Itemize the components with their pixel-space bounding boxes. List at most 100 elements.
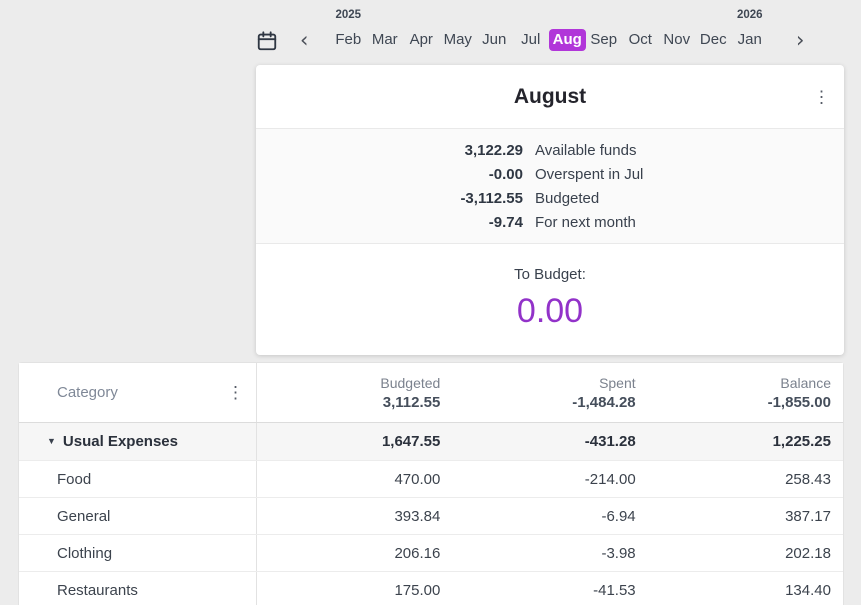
month-label: Dec	[699, 31, 727, 48]
summary-row: -3,112.55 Budgeted	[256, 186, 844, 210]
summary-amount: -0.00	[488, 165, 523, 183]
category-row-food[interactable]: Food 470.00 -214.00 258.43	[19, 461, 843, 498]
column-headers: Budgeted 3,112.55 Spent -1,484.28 Balanc…	[257, 363, 843, 422]
summary-amount: -3,112.55	[460, 189, 523, 207]
month-item-aug-selected[interactable]: Aug	[549, 29, 586, 51]
budget-table: Category ⋮ Budgeted 3,112.55 Spent -1,48…	[18, 362, 844, 605]
summary-amount: 3,122.29	[464, 141, 523, 159]
next-month-button[interactable]: ›	[790, 27, 810, 53]
to-budget-label: To Budget:	[514, 266, 586, 283]
month-item-may[interactable]: May	[440, 29, 477, 51]
summary-row: 3,122.29 Available funds	[256, 138, 844, 162]
summary-label: Available funds	[535, 141, 637, 159]
year-label-2026: 2026	[736, 9, 763, 21]
month-label: Jul	[521, 31, 541, 48]
month-item-apr[interactable]: Apr	[403, 29, 440, 51]
month-item-jul[interactable]: Jul	[513, 29, 550, 51]
column-label: Balance	[780, 374, 831, 391]
summary-row: -0.00 Overspent in Jul	[256, 162, 844, 186]
chevron-right-icon: ›	[796, 28, 805, 52]
summary-label: Budgeted	[535, 189, 600, 207]
kebab-icon: ⋮	[813, 87, 830, 106]
group-totals: 1,647.55 -431.28 1,225.25	[257, 423, 843, 460]
to-budget-value[interactable]: 0.00	[516, 292, 584, 330]
cell-spent[interactable]: -3.98	[601, 544, 636, 562]
category-menu-button[interactable]: ⋮	[221, 380, 250, 405]
category-name-cell[interactable]: Clothing	[19, 535, 257, 571]
funds-summary: 3,122.29 Available funds -0.00 Overspent…	[256, 128, 844, 244]
month-item-jun[interactable]: Jun	[476, 29, 513, 51]
calendar-icon	[256, 30, 280, 52]
month-label: May	[443, 31, 472, 48]
group-balance: 1,225.25	[772, 433, 831, 450]
to-budget-section: To Budget: 0.00	[256, 244, 844, 331]
category-name-cell[interactable]: Restaurants	[19, 572, 257, 605]
cell-budgeted[interactable]: 470.00	[394, 470, 441, 488]
category-row-clothing[interactable]: Clothing 206.16 -3.98 202.18	[19, 535, 843, 572]
cell-balance[interactable]: 387.17	[785, 507, 831, 525]
cell-budgeted[interactable]: 206.16	[394, 544, 441, 562]
summary-row: -9.74 For next month	[256, 210, 844, 234]
category-row-general[interactable]: General 393.84 -6.94 387.17	[19, 498, 843, 535]
column-total: -1,484.28	[572, 393, 636, 411]
month-label: Aug	[552, 31, 582, 48]
group-name: Usual Expenses	[62, 433, 178, 450]
column-label: Spent	[599, 374, 636, 391]
category-amounts: 393.84 -6.94 387.17	[257, 498, 843, 534]
summary-amount: -9.74	[488, 213, 523, 231]
column-header-spent: Spent -1,484.28	[452, 363, 647, 422]
category-row-restaurants[interactable]: Restaurants 175.00 -41.53 134.40	[19, 572, 843, 605]
month-item-jan[interactable]: 2026 Jan	[732, 9, 769, 51]
chevron-left-icon: ‹	[300, 28, 309, 52]
month-label: Apr	[409, 31, 433, 48]
group-name-cell[interactable]: ▼ Usual Expenses	[19, 423, 257, 460]
year-label-2025: 2025	[335, 9, 362, 21]
month-label: Mar	[371, 31, 398, 48]
month-label: Oct	[628, 31, 652, 48]
month-label: Nov	[663, 31, 691, 48]
calendar-button[interactable]	[256, 29, 280, 53]
month-item-feb[interactable]: 2025 Feb	[330, 9, 367, 51]
kebab-icon: ⋮	[227, 383, 244, 402]
category-name-cell[interactable]: General	[19, 498, 257, 534]
column-total: 3,112.55	[382, 393, 441, 411]
cell-budgeted[interactable]: 175.00	[394, 581, 441, 599]
group-budgeted: 1,647.55	[381, 433, 441, 450]
previous-month-button[interactable]: ‹	[294, 27, 314, 53]
column-total: -1,855.00	[767, 393, 831, 411]
cell-balance[interactable]: 258.43	[785, 470, 831, 488]
category-name-cell[interactable]: Food	[19, 461, 257, 497]
cell-balance[interactable]: 134.40	[785, 581, 831, 599]
month-item-dec[interactable]: Dec	[695, 29, 732, 51]
cell-balance[interactable]: 202.18	[785, 544, 831, 562]
category-header-label: Category	[57, 384, 118, 401]
month-item-sep[interactable]: Sep	[586, 29, 623, 51]
column-label: Budgeted	[380, 374, 441, 391]
card-menu-button[interactable]: ⋮	[807, 84, 836, 109]
category-amounts: 175.00 -41.53 134.40	[257, 572, 843, 605]
month-label: Sep	[590, 31, 618, 48]
month-list: 2025 Feb Mar Apr May Jun Jul Aug Sep	[330, 9, 769, 51]
collapse-arrow-icon[interactable]: ▼	[47, 436, 56, 446]
group-spent: -431.28	[584, 433, 636, 450]
cell-spent[interactable]: -6.94	[601, 507, 636, 525]
category-header-cell: Category ⋮	[19, 363, 257, 422]
summary-label: Overspent in Jul	[535, 165, 644, 183]
cell-spent[interactable]: -41.53	[593, 581, 636, 599]
category-amounts: 206.16 -3.98 202.18	[257, 535, 843, 571]
month-navigation: ‹ 2025 Feb Mar Apr May Jun Jul Aug	[256, 0, 844, 62]
category-amounts: 470.00 -214.00 258.43	[257, 461, 843, 497]
group-row-usual-expenses[interactable]: ▼ Usual Expenses 1,647.55 -431.28 1,225.…	[19, 423, 843, 461]
budget-summary-card: August ⋮ 3,122.29 Available funds -0.00 …	[256, 65, 844, 355]
column-header-balance: Balance -1,855.00	[648, 363, 843, 422]
month-item-nov[interactable]: Nov	[659, 29, 696, 51]
cell-budgeted[interactable]: 393.84	[394, 507, 441, 525]
column-header-budgeted: Budgeted 3,112.55	[257, 363, 452, 422]
month-item-oct[interactable]: Oct	[622, 29, 659, 51]
cell-spent[interactable]: -214.00	[584, 470, 636, 488]
month-item-mar[interactable]: Mar	[367, 29, 404, 51]
card-title-row: August ⋮	[256, 65, 844, 128]
summary-label: For next month	[535, 213, 636, 231]
month-label: Feb	[335, 31, 362, 48]
